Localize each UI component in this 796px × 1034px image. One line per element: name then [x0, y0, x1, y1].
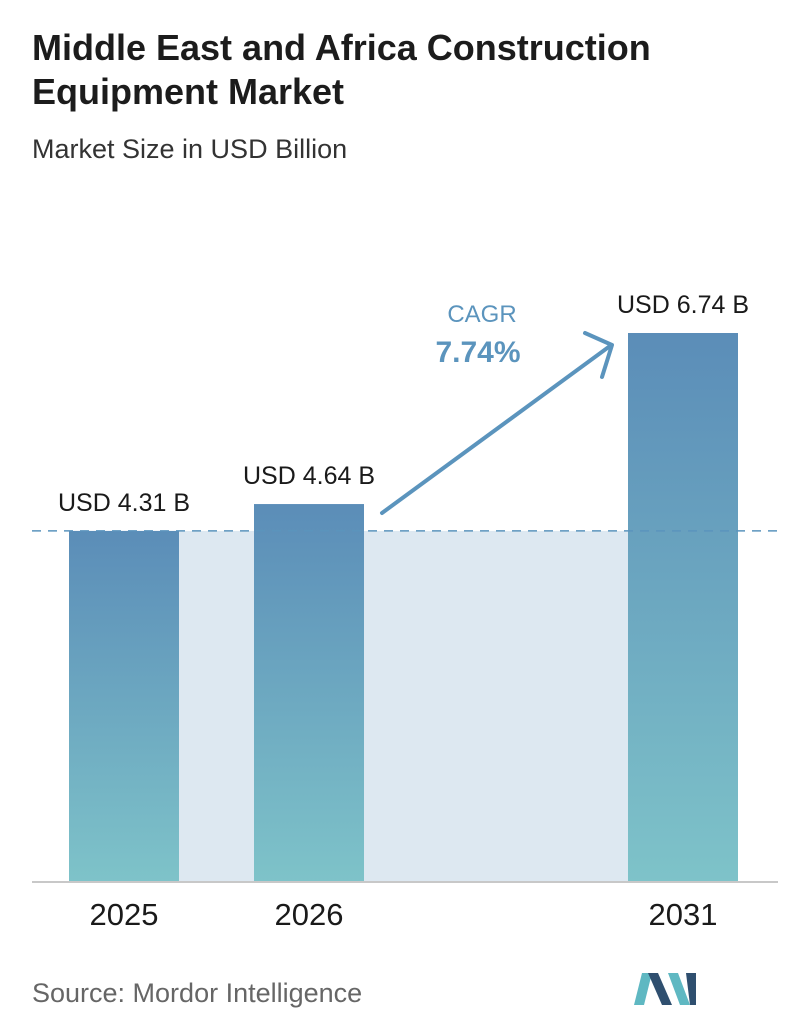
bar-chart: USD 4.31 B 2025 USD 4.64 B 2026 USD 6.74 B 20… [32, 291, 782, 932]
x-tick-label-2031: 2031 [649, 897, 718, 932]
value-label-2025: USD 4.31 B [58, 489, 190, 517]
logo-shape-left [634, 973, 652, 1005]
logo-shape-right [668, 973, 690, 1005]
chart-subtitle: Market Size in USD Billion [32, 134, 348, 164]
cagr-arrow [380, 344, 612, 515]
value-label-2026: USD 4.64 B [243, 462, 375, 490]
bar-2031 [628, 333, 738, 882]
bar-2026 [254, 504, 364, 882]
x-tick-label-2025: 2025 [90, 897, 159, 932]
bar-2025 [69, 530, 179, 882]
cagr-value: 7.74% [435, 336, 520, 369]
source-text: Source: Mordor Intelligence [32, 978, 363, 1008]
cagr-arrow-head [583, 331, 614, 379]
cagr-label: CAGR [447, 301, 516, 328]
value-label-2031: USD 6.74 B [617, 291, 749, 319]
logo-shape-mid [648, 973, 672, 1005]
logo-shape-end [686, 973, 696, 1005]
mordor-intelligence-logo [634, 973, 696, 1005]
chart-title: Middle East and Africa Construction Equi… [32, 27, 651, 112]
x-tick-label-2026: 2026 [275, 897, 344, 932]
